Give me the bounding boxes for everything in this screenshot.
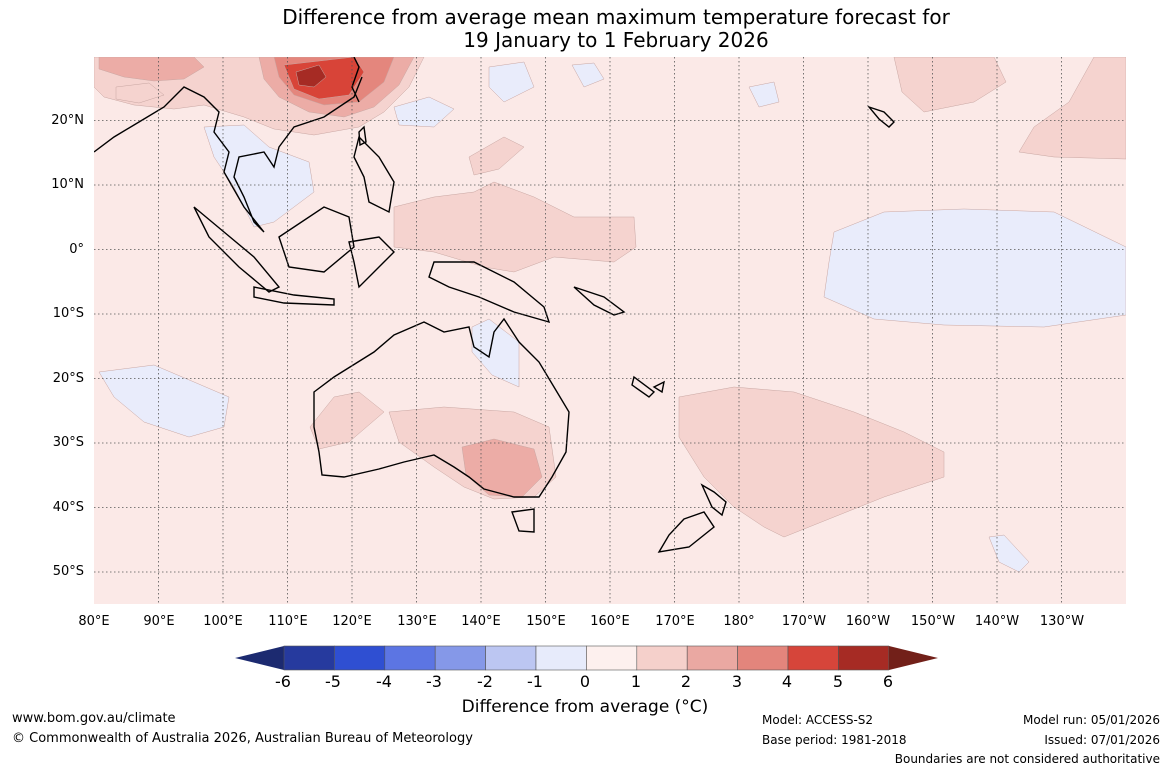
coast-australia <box>313 317 570 498</box>
coast-tasmania <box>511 508 535 533</box>
anomaly-philippines-warm <box>468 136 525 176</box>
colorbar-tick: 1 <box>630 672 642 691</box>
anomaly-cool-central-pacific <box>823 208 1126 328</box>
coast-japan <box>351 57 360 103</box>
lat-label-10s: 10°S <box>52 306 84 321</box>
lat-label-30s: 30°S <box>52 435 84 450</box>
lat-label-50s: 50°S <box>52 564 84 579</box>
colorbar-box <box>283 645 335 671</box>
coastlines <box>94 57 895 553</box>
coast-java <box>253 286 335 306</box>
map-title-line-2: 19 January to 1 February 2026 <box>463 28 769 52</box>
colorbar-tick: -4 <box>376 672 392 691</box>
lon-label-170e: 170°E <box>655 614 695 629</box>
lon-label-130w: 130°W <box>1039 614 1085 629</box>
anomaly-asia-2-3 <box>98 57 205 82</box>
temperature-anomaly-map <box>94 57 1126 604</box>
anomaly-tasman-south-pacific <box>678 386 945 538</box>
lon-label-180: 180° <box>723 614 755 629</box>
lon-label-140w: 140°W <box>974 614 1020 629</box>
coast-borneo <box>278 206 355 273</box>
colorbar-tick: -2 <box>477 672 493 691</box>
lon-label-170w: 170°W <box>781 614 827 629</box>
lat-label-10n: 10°N <box>51 177 84 192</box>
anomaly-cool-cape-york <box>471 318 520 388</box>
colorbar-box <box>737 645 789 671</box>
lon-label-160w: 160°W <box>845 614 891 629</box>
colorbar-tick: -6 <box>275 672 291 691</box>
coast-new-zealand-north <box>700 483 727 517</box>
colorbar-label: Difference from average (°C) <box>461 697 709 717</box>
colorbar-box <box>586 645 638 671</box>
lon-label-110e: 110°E <box>268 614 308 629</box>
anomaly-cool-north-2 <box>488 61 535 103</box>
footer-model-run: Model run: 05/01/2026 <box>1022 713 1160 727</box>
colorbar-low-extend <box>235 646 284 670</box>
coast-new-zealand-south <box>657 511 715 553</box>
map-title-line-1: Difference from average mean maximum tem… <box>282 5 950 29</box>
colorbar-box <box>434 645 486 671</box>
colorbar-box <box>334 645 386 671</box>
lon-label-160e: 160°E <box>590 614 630 629</box>
colorbar-box <box>384 645 436 671</box>
coast-taiwan <box>358 125 367 147</box>
colorbar-boxes <box>283 645 890 671</box>
lat-label-40s: 40°S <box>52 500 84 515</box>
footer-model: Model: ACCESS-S2 <box>762 713 874 727</box>
lon-label-130e: 130°E <box>397 614 437 629</box>
anomaly-cool-indian-ocean <box>98 364 230 438</box>
colorbar-tick: 0 <box>579 672 591 691</box>
anomaly-asia-small <box>115 82 165 104</box>
footer-disclaimer: Boundaries are not considered authoritat… <box>894 752 1160 766</box>
lat-label-20n: 20°N <box>51 113 84 128</box>
colorbar-box <box>686 645 738 671</box>
colorbar-tick: 5 <box>832 672 844 691</box>
coast-solomons <box>573 286 626 316</box>
anomaly-northeast-pacific <box>1018 57 1126 160</box>
colorbar <box>235 645 938 671</box>
lat-label-0: 0° <box>69 242 84 257</box>
coast-hawaii <box>866 105 895 128</box>
anomaly-china-5-6 <box>295 64 327 88</box>
colorbar-tick: 4 <box>781 672 793 691</box>
coast-new-caledonia <box>631 375 656 398</box>
colorbar-tick: -3 <box>426 672 442 691</box>
colorbar-tick: -5 <box>325 672 341 691</box>
colorbar-box <box>636 645 688 671</box>
footer-website: www.bom.gov.au/climate <box>12 711 176 726</box>
coast-sumatra <box>193 206 281 293</box>
colorbar-box <box>535 645 587 671</box>
coast-sulawesi <box>348 236 395 289</box>
footer-issued: Issued: 07/01/2026 <box>1044 733 1160 747</box>
lon-label-120e: 120°E <box>332 614 372 629</box>
lon-label-90e: 90°E <box>143 614 175 629</box>
colorbar-box <box>838 645 890 671</box>
coast-new-guinea <box>428 261 551 324</box>
anomaly-north-pacific <box>893 57 1007 113</box>
colorbar-tick: 2 <box>680 672 692 691</box>
anomaly-cool-north-3 <box>571 62 605 88</box>
lon-label-140e: 140°E <box>461 614 501 629</box>
colorbar-high-extend <box>889 646 938 670</box>
footer-copyright: © Commonwealth of Australia 2026, Austra… <box>12 731 473 746</box>
colorbar-box <box>485 645 537 671</box>
footer-base-period: Base period: 1981-2018 <box>762 733 907 747</box>
coast-fiji <box>652 380 665 394</box>
colorbar-tick: 6 <box>882 672 894 691</box>
colorbar-tick: 3 <box>731 672 743 691</box>
graticule <box>94 57 1126 604</box>
lat-label-20s: 20°S <box>52 371 84 386</box>
lon-label-150e: 150°E <box>526 614 566 629</box>
lon-label-80e: 80°E <box>78 614 110 629</box>
lon-label-100e: 100°E <box>203 614 243 629</box>
anomaly-cool-north-4 <box>748 81 780 108</box>
coast-philippines <box>353 135 395 214</box>
anomaly-cool-north-1 <box>393 96 455 128</box>
lon-label-150w: 150°W <box>910 614 956 629</box>
coast-mainland-asia <box>94 76 363 233</box>
colorbar-tick: -1 <box>527 672 543 691</box>
colorbar-box <box>787 645 839 671</box>
